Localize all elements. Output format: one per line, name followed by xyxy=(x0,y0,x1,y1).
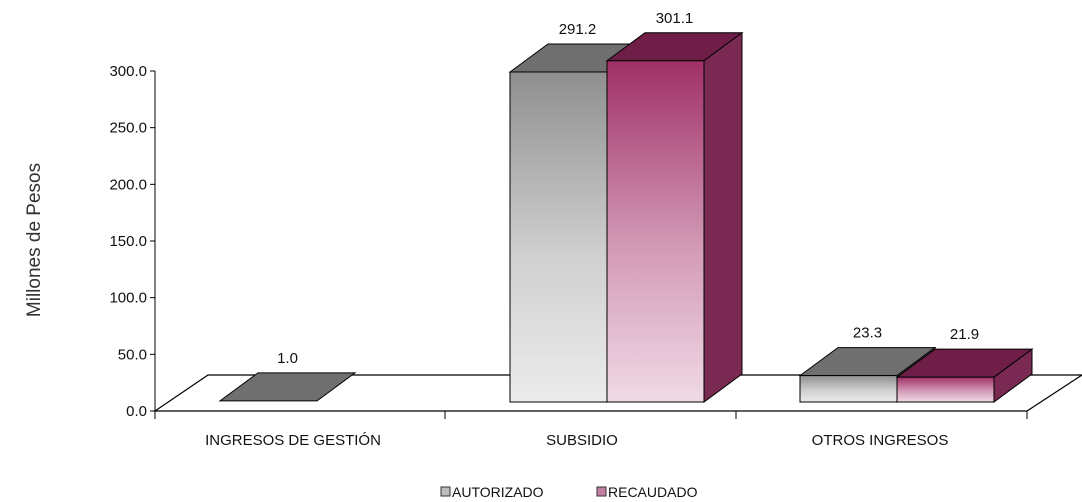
bar-front xyxy=(509,71,608,403)
y-tick-label: 50.0 xyxy=(118,346,147,363)
bar-front xyxy=(799,375,898,403)
y-tick-label: 300.0 xyxy=(109,63,147,80)
legend-swatch-recaudado xyxy=(596,486,607,497)
bar-side xyxy=(703,31,743,403)
y-axis-ticks: 0.0 50.0 100.0 150.0 200.0 250.0 300.0 xyxy=(109,63,155,420)
y-tick-label: 250.0 xyxy=(109,120,147,137)
category-label: SUBSIDIO xyxy=(546,432,618,449)
y-tick-label: 200.0 xyxy=(109,176,147,193)
legend-item-autorizado: AUTORIZADO xyxy=(440,484,544,500)
bar-recaudado-2: 21.9 xyxy=(895,326,1034,403)
legend-label-recaudado: RECAUDADO xyxy=(608,484,698,500)
legend-item-recaudado: RECAUDADO xyxy=(596,484,698,500)
bar-top xyxy=(218,372,357,402)
data-label: 21.9 xyxy=(950,326,979,343)
data-label: 291.2 xyxy=(559,21,597,38)
category-label: INGRESOS DE GESTIÓN xyxy=(205,432,381,449)
legend: AUTORIZADO RECAUDADO xyxy=(440,484,698,500)
bar-autorizado-0: 1.0 xyxy=(218,350,357,402)
y-axis-label: Millones de Pesos xyxy=(24,163,45,317)
y-tick-label: 100.0 xyxy=(109,290,147,307)
bar-front xyxy=(896,376,995,403)
category-labels: INGRESOS DE GESTIÓN SUBSIDIO OTROS INGRESO… xyxy=(154,411,1028,449)
data-label: 23.3 xyxy=(853,325,882,342)
data-label: 1.0 xyxy=(277,350,298,367)
y-tick-label: 0.0 xyxy=(126,403,147,420)
bar-recaudado-1: 301.1 xyxy=(605,10,744,403)
legend-swatch-autorizado xyxy=(440,486,451,497)
y-tick-label: 150.0 xyxy=(109,233,147,250)
bar-front xyxy=(606,60,705,403)
category-label: OTROS INGRESOS xyxy=(812,432,949,449)
legend-label-autorizado: AUTORIZADO xyxy=(452,484,544,500)
bars: 1.0 291.2 23.3 301.1 21.9 xyxy=(218,10,1034,403)
data-label: 301.1 xyxy=(656,10,694,27)
